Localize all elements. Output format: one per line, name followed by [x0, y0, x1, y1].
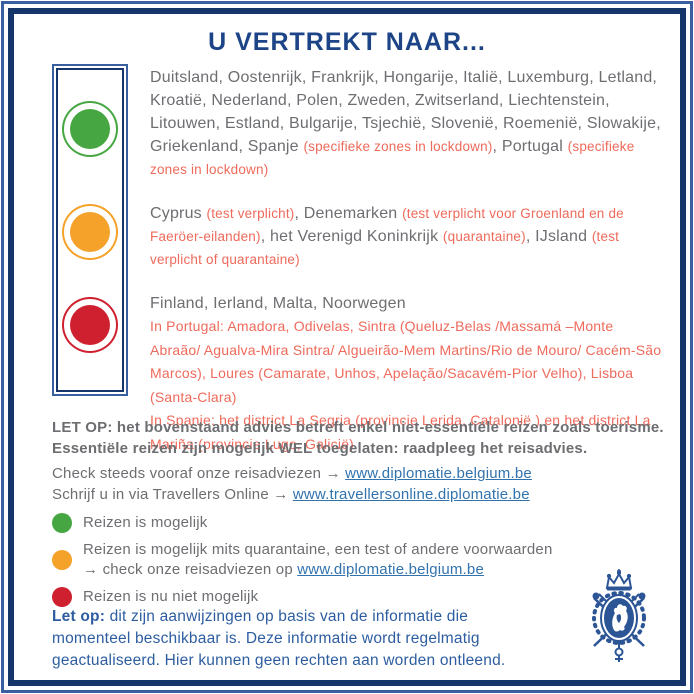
disclaimer: Let op: dit zijn aanwijzingen op basis v… [52, 606, 532, 672]
traffic-light [52, 64, 128, 396]
orange-note-iceland: (test verplicht of quarantaine) [150, 229, 620, 267]
legend-row-red: Reizen is nu niet mogelijk [52, 587, 553, 607]
travellers-online-line: Schrijf u in via Travellers Online → www… [52, 485, 532, 506]
disclaimer-text: dit zijn aanwijzingen op basis van de in… [52, 608, 506, 669]
red-countries-text: Finland, Ierland, Malta, Noorwegen [150, 295, 406, 312]
legend-green-dot-icon [52, 513, 72, 533]
diplomatie-link[interactable]: www.diplomatie.belgium.be [345, 465, 532, 482]
red-detail-spain: In Spanje: het district La Segria (provi… [150, 412, 651, 452]
orange-note-uk: (quarantaine) [442, 229, 526, 244]
legend-orange-line1: Reizen is mogelijk mits quarantaine, een… [83, 541, 553, 558]
orange-country-uk: , het Verenigd Koninkrijk [260, 228, 443, 245]
red-detail-portugal: In Portugal: Amadora, Odivelas, Sintra (… [150, 318, 662, 405]
legend-red-label: Reizen is nu niet mogelijk [83, 588, 259, 605]
green-countries-text-2: , Portugal [492, 138, 568, 155]
orange-country-iceland: , IJsland [525, 228, 592, 245]
green-zone-countries: Duitsland, Oostenrijk, Frankrijk, Hongar… [150, 66, 664, 181]
orange-country-cyprus: Cyprus [150, 205, 207, 222]
orange-note-cyprus: (test verplicht) [206, 206, 295, 221]
legend-row-green: Reizen is mogelijk [52, 513, 553, 533]
traffic-light-orange-icon [70, 212, 110, 252]
red-zone-countries: Finland, Ierland, Malta, Noorwegen In Po… [150, 292, 664, 456]
green-note-spain: (specifieke zones in lockdown) [303, 139, 493, 154]
legend-orange-label: Reizen is mogelijk mits quarantaine, een… [83, 540, 553, 580]
legend-row-orange: Reizen is mogelijk mits quarantaine, een… [52, 540, 553, 580]
legend-orange-line2-prefix: → check onze reisadviezen op [83, 561, 298, 578]
orange-country-denmark: , Denemarken [294, 205, 403, 222]
green-note-portugal: (specifieke zones in lockdown) [150, 139, 635, 177]
traffic-light-red-icon [70, 305, 110, 345]
travellers-online-prefix: Schrijf u in via Travellers Online → [52, 485, 293, 503]
check-advice-prefix: Check steeds vooraf onze reisadviezen → [52, 465, 346, 482]
travellers-online-link[interactable]: www.travellersonline.diplomatie.be [292, 485, 530, 503]
orange-note-denmark: (test verplicht voor Groenland en de Fae… [150, 206, 624, 244]
belgian-coat-of-arms-icon [592, 569, 646, 662]
advice-links: Check steeds vooraf onze reisadviezen → … [52, 464, 532, 505]
check-advice-line: Check steeds vooraf onze reisadviezen → … [52, 464, 532, 485]
traffic-light-green-icon [70, 109, 110, 149]
legend-green-label: Reizen is mogelijk [83, 514, 208, 531]
disclaimer-lead: Let op: [52, 608, 106, 625]
legend-diplomatie-link[interactable]: www.diplomatie.belgium.be [297, 561, 485, 578]
orange-zone-countries: Cyprus (test verplicht), Denemarken (tes… [150, 202, 664, 271]
essential-travel-notice: LET OP: het bovenstaand advies betreft e… [52, 419, 664, 457]
page-title: U VERTREKT NAAR... [208, 28, 486, 56]
country-lists: Duitsland, Oostenrijk, Frankrijk, Hongar… [150, 66, 664, 456]
legend: Reizen is mogelijk Reizen is mogelijk mi… [52, 513, 553, 614]
green-countries-text: Duitsland, Oostenrijk, Frankrijk, Hongar… [150, 69, 661, 155]
legend-red-dot-icon [52, 587, 72, 607]
legend-orange-dot-icon [52, 550, 72, 570]
